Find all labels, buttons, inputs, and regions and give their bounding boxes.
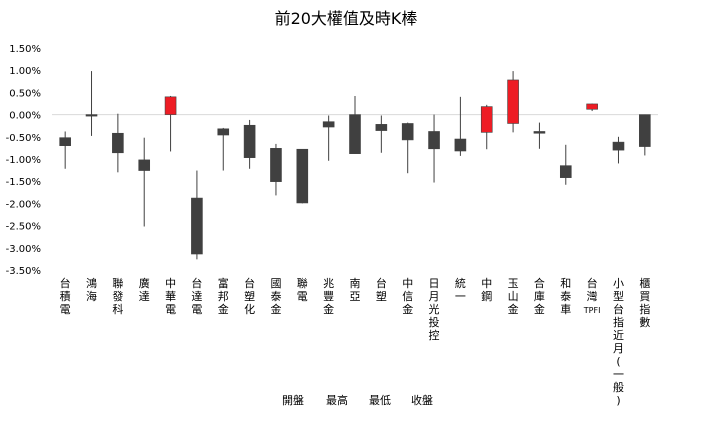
candle-body [612,141,625,151]
candle-body [217,128,230,136]
x-tick-label: 聯電 [297,277,308,303]
x-tick-label: 合庫金 [534,276,545,316]
x-tick-label: 台塑 [376,276,387,303]
legend-entry: 開盤 [282,394,304,407]
x-tick-label: 小型台指近月(一般) [613,277,624,407]
candle [454,96,467,156]
candle-body [243,124,256,158]
chart-title: 前20大權值及時K棒 [275,9,418,28]
x-tick-label: 南亞 [350,277,361,303]
candle [322,115,335,161]
candle-body [322,121,335,128]
candle-body [349,114,361,154]
candle [349,95,361,154]
y-tick-label: -3.50% [6,266,41,277]
y-axis-ticks: 1.50% 1.00% 0.50% 0.00% -0.50% -1.00% -1.50% -2… [6,44,41,277]
candle [612,136,625,164]
candle [243,119,256,169]
x-tick-label: 鴻海 [86,276,97,303]
candle-body [533,131,546,134]
y-tick-label: -2.50% [6,222,41,233]
candle-body [112,132,124,154]
y-tick-label: -1.50% [6,177,41,188]
candle [296,148,309,204]
candle-body [428,131,440,150]
candle-body [480,106,493,133]
candle [559,144,572,185]
x-tick-label: 兆豐金 [323,277,334,316]
candle [375,115,388,153]
x-tick-label: 中信金 [402,277,413,316]
candle [533,122,546,149]
candle [191,170,203,260]
candle-body [138,159,151,171]
x-tick-label: 日月光投控 [429,277,440,342]
candle-body [164,96,177,115]
x-tick-label: 台積電 [60,276,71,316]
y-tick-label: 1.50% [9,44,41,55]
legend-entry: 收盤 [411,393,433,407]
legend-entry: 最低 [369,394,391,407]
y-tick-label: 0.50% [9,88,41,99]
x-tick-label: 統一 [455,276,466,303]
x-tick-label: 富邦金 [218,276,229,316]
candle [639,114,651,156]
x-tick-label: 國泰金 [270,277,281,316]
x-tick-label: 和泰車 [560,277,571,316]
candle [59,131,71,169]
candle [217,127,230,171]
y-tick-label: 1.00% [9,66,41,77]
candle-body [85,114,98,117]
candle [428,114,440,183]
candle-body [586,103,598,110]
candle [401,122,414,174]
x-tick-label: 台達電 [191,276,202,316]
candle-body [454,138,467,152]
x-tick-label: 廣達 [139,276,150,303]
candle [480,104,493,150]
y-tick-label: -0.50% [6,133,41,144]
y-tick-label: -3.00% [6,244,41,255]
y-tick-label: -2.00% [6,199,41,210]
candle [112,113,124,173]
candle [507,71,519,133]
candle [138,137,151,227]
candles [59,71,651,260]
y-tick-label: -1.00% [6,155,41,166]
candle-body [296,148,309,204]
candle-body [59,137,71,146]
x-tick-label: 中華電 [165,277,176,316]
candle [586,103,598,112]
candle-body [559,165,572,178]
legend-entry: 最高 [326,393,348,407]
legend: 開盤 最高 最低 收盤 [282,393,433,407]
candle [270,143,282,196]
x-tick-label: 玉山金 [508,277,519,316]
x-tick-label: 聯發科 [112,277,123,316]
y-tick-label: 0.00% [9,111,41,122]
x-tick-label: 櫃買指數 [639,276,650,329]
candle-body [639,114,651,147]
candle-body [270,148,282,182]
candle-body [191,197,203,255]
candle-body [375,124,388,131]
x-tick-label: 台塑化 [244,276,255,316]
x-tick-label: 中鋼 [481,277,492,303]
candle [164,95,177,152]
candle [85,71,98,136]
candle-body [507,79,519,124]
x-tick-label: 台灣 TPFI [583,276,601,315]
candle-body [401,123,414,141]
